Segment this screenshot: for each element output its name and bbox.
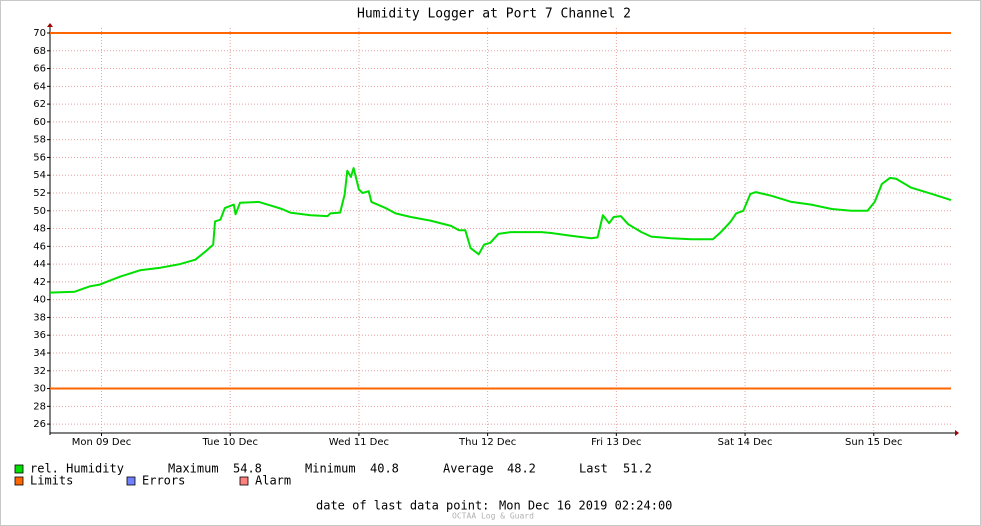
stat-label: Maximum (168, 462, 219, 476)
y-tick-label: 30 (33, 384, 46, 395)
y-tick-label: 54 (33, 170, 46, 181)
legend-swatch (126, 476, 136, 486)
y-tick-label: 56 (33, 152, 46, 163)
y-tick-label: 68 (33, 46, 46, 57)
x-tick-label: Sat 14 Dec (718, 437, 773, 448)
legend-swatch (239, 476, 249, 486)
stat-label: Last (579, 462, 608, 476)
y-tick-label: 60 (33, 117, 46, 128)
stat-label: Minimum (305, 462, 356, 476)
x-axis-arrow (955, 430, 959, 436)
legend-label: Errors (142, 474, 185, 488)
x-tick-label: Mon 09 Dec (72, 437, 132, 448)
legend-label: rel. Humidity (30, 462, 124, 476)
x-tick-label: Wed 11 Dec (329, 437, 389, 448)
y-tick-label: 48 (33, 224, 46, 235)
y-tick-label: 64 (33, 81, 46, 92)
footer-value: Mon Dec 16 2019 02:24:00 (499, 499, 672, 513)
y-tick-label: 70 (33, 28, 46, 39)
footer-label: date of last data point: (316, 499, 489, 513)
y-axis-arrow (47, 23, 53, 27)
stat-label: Average (443, 462, 494, 476)
y-tick-label: 36 (33, 330, 46, 341)
y-tick-label: 34 (33, 348, 46, 359)
stat-value: 40.8 (370, 462, 399, 476)
chart-title: Humidity Logger at Port 7 Channel 2 (357, 7, 631, 22)
y-tick-label: 42 (33, 277, 46, 288)
legend-swatch (14, 476, 24, 486)
y-tick-label: 26 (33, 419, 46, 430)
legend-swatch (14, 464, 24, 474)
x-tick-label: Fri 13 Dec (591, 437, 641, 448)
y-tick-label: 28 (33, 401, 46, 412)
y-tick-label: 32 (33, 366, 46, 377)
x-tick-label: Sun 15 Dec (845, 437, 902, 448)
y-tick-label: 62 (33, 99, 46, 110)
x-tick-label: Thu 12 Dec (458, 437, 516, 448)
y-tick-label: 38 (33, 312, 46, 323)
watermark: OCTAA Log & Guard (452, 512, 534, 521)
x-tick-label: Tue 10 Dec (201, 437, 258, 448)
legend-label: Alarm (255, 474, 291, 488)
stat-value: 48.2 (507, 462, 536, 476)
y-tick-label: 40 (33, 295, 46, 306)
stat-value: 51.2 (623, 462, 652, 476)
legend-label: Limits (30, 474, 73, 488)
y-tick-label: 44 (33, 259, 46, 270)
y-tick-label: 46 (33, 241, 46, 252)
y-tick-label: 66 (33, 64, 46, 75)
y-tick-label: 50 (33, 206, 46, 217)
stat-value: 54.8 (233, 462, 262, 476)
series-line (49, 167, 952, 294)
y-tick-label: 58 (33, 135, 46, 146)
y-tick-label: 52 (33, 188, 46, 199)
